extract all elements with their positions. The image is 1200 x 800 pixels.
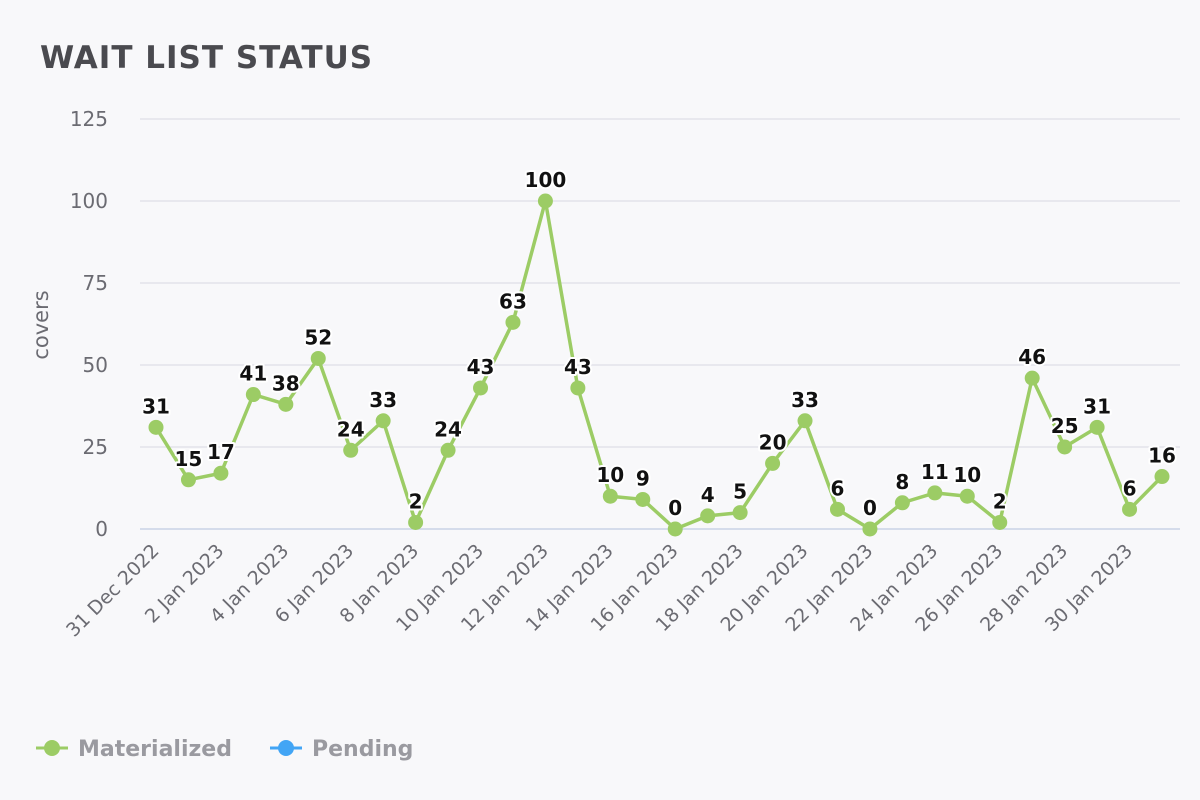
- legend-item-materialized[interactable]: Materialized: [36, 737, 232, 762]
- data-label: 52: [304, 325, 332, 349]
- data-label: 25: [1051, 414, 1079, 438]
- data-label: 43: [467, 355, 495, 379]
- x-tick-label: 31 Dec 2022: [62, 540, 163, 641]
- data-point[interactable]: [1122, 501, 1138, 517]
- data-label: 20: [759, 430, 787, 454]
- data-point[interactable]: [180, 472, 196, 488]
- data-label: 24: [434, 417, 462, 441]
- data-label: 6: [1123, 476, 1137, 500]
- data-point[interactable]: [473, 380, 489, 396]
- data-point[interactable]: [537, 193, 553, 209]
- data-label: 5: [733, 480, 747, 504]
- data-point[interactable]: [829, 501, 845, 517]
- data-point[interactable]: [148, 419, 164, 435]
- data-label: 38: [272, 371, 300, 395]
- data-point[interactable]: [992, 514, 1008, 530]
- data-point[interactable]: [862, 521, 878, 537]
- data-label: 8: [895, 470, 909, 494]
- data-point[interactable]: [213, 465, 229, 481]
- data-label: 33: [369, 388, 397, 412]
- legend: Materialized Pending: [36, 737, 413, 762]
- data-point[interactable]: [440, 442, 456, 458]
- legend-marker-pending: [278, 740, 294, 756]
- data-label: 4: [701, 483, 715, 507]
- data-label: 63: [499, 289, 527, 313]
- data-label: 31: [142, 394, 170, 418]
- data-label: 17: [207, 440, 235, 464]
- data-point[interactable]: [408, 514, 424, 530]
- data-point[interactable]: [797, 413, 813, 429]
- data-label: 6: [831, 476, 845, 500]
- y-tick-label: 0: [95, 517, 108, 541]
- legend-marker-materialized: [44, 740, 60, 756]
- data-point[interactable]: [570, 380, 586, 396]
- grid: [140, 118, 1180, 530]
- data-label: 10: [953, 463, 981, 487]
- y-tick-label: 75: [83, 271, 108, 295]
- legend-label-pending: Pending: [312, 737, 413, 762]
- data-label: 15: [175, 447, 203, 471]
- data-label: 10: [596, 463, 624, 487]
- data-point[interactable]: [700, 508, 716, 524]
- y-axis-ticks: 0 25 50 75 100 125: [70, 107, 108, 541]
- data-point[interactable]: [635, 491, 651, 507]
- data-point[interactable]: [959, 488, 975, 504]
- series-materialized: [148, 193, 1170, 537]
- data-point[interactable]: [1057, 439, 1073, 455]
- data-label: 16: [1148, 444, 1176, 468]
- data-label: 0: [668, 496, 682, 520]
- data-label: 2: [409, 489, 423, 513]
- legend-item-pending[interactable]: Pending: [270, 737, 413, 762]
- data-label: 0: [863, 496, 877, 520]
- data-point[interactable]: [602, 488, 618, 504]
- data-point[interactable]: [375, 413, 391, 429]
- data-label: 41: [239, 362, 267, 386]
- data-label: 31: [1083, 394, 1111, 418]
- data-point[interactable]: [667, 521, 683, 537]
- data-label: 11: [921, 460, 949, 484]
- legend-label-materialized: Materialized: [78, 737, 232, 762]
- data-label: 24: [337, 417, 365, 441]
- data-point[interactable]: [1024, 370, 1040, 386]
- data-label: 100: [525, 168, 567, 192]
- data-label: 43: [564, 355, 592, 379]
- data-point[interactable]: [343, 442, 359, 458]
- y-tick-label: 50: [83, 353, 108, 377]
- data-label: 2: [993, 489, 1007, 513]
- data-point[interactable]: [505, 314, 521, 330]
- data-point[interactable]: [732, 505, 748, 521]
- y-tick-label: 100: [70, 189, 108, 213]
- data-label: 9: [636, 466, 650, 490]
- chart-title: WAIT LIST STATUS: [40, 40, 373, 76]
- data-point[interactable]: [310, 350, 326, 366]
- data-point[interactable]: [1089, 419, 1105, 435]
- data-point[interactable]: [894, 495, 910, 511]
- data-label: 46: [1018, 345, 1046, 369]
- data-point[interactable]: [765, 455, 781, 471]
- data-point[interactable]: [927, 485, 943, 501]
- data-point[interactable]: [278, 396, 294, 412]
- data-point[interactable]: [245, 387, 261, 403]
- y-axis-title: covers: [29, 290, 53, 359]
- y-tick-label: 125: [70, 107, 108, 131]
- data-label: 33: [791, 388, 819, 412]
- data-point[interactable]: [1154, 469, 1170, 485]
- y-tick-label: 25: [83, 435, 108, 459]
